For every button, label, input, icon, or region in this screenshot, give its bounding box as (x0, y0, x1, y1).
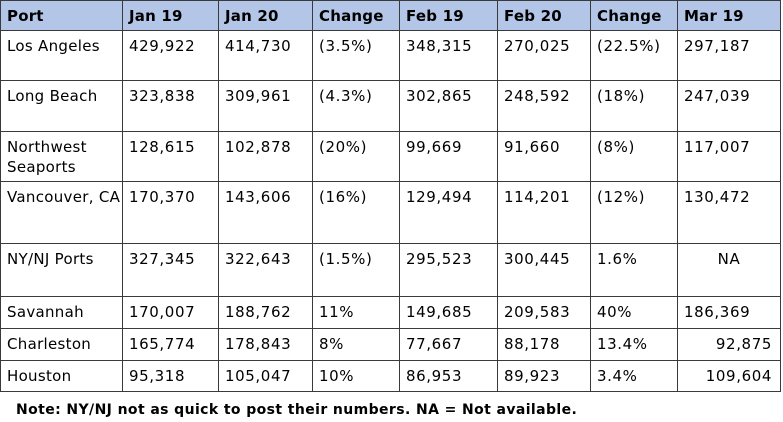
cell-jan-20: 105,047 (218, 360, 313, 392)
cell-feb-19: 295,523 (399, 243, 498, 297)
table-row: Charleston 165,774 178,843 8% 77,667 88,… (0, 328, 781, 361)
cell-feb-20: 248,592 (497, 80, 591, 132)
cell-change-feb: 13.4% (590, 328, 678, 361)
table-footnote: Note: NY/NJ not as quick to post their n… (16, 402, 578, 418)
cell-jan-19: 170,007 (122, 296, 219, 329)
header-feb-19: Feb 19 (399, 0, 498, 31)
cell-port: Charleston (0, 328, 123, 361)
table-row: Vancouver, CA 170,370 143,606 (16%) 129,… (0, 181, 781, 244)
cell-jan-19: 327,345 (122, 243, 219, 297)
cell-feb-20: 89,923 (497, 360, 591, 392)
table-row: Savannah 170,007 188,762 11% 149,685 209… (0, 296, 781, 329)
port-volume-table: Port Jan 19 Jan 20 Change Feb 19 Feb 20 … (0, 0, 781, 392)
cell-port: Northwest Seaports (0, 131, 123, 182)
table-row: Houston 95,318 105,047 10% 86,953 89,923… (0, 360, 781, 392)
table-row: Long Beach 323,838 309,961 (4.3%) 302,86… (0, 80, 781, 132)
cell-jan-19: 128,615 (122, 131, 219, 182)
cell-mar-19: 117,007 (677, 131, 781, 182)
cell-jan-20: 102,878 (218, 131, 313, 182)
cell-jan-19: 323,838 (122, 80, 219, 132)
cell-change-jan: (20%) (312, 131, 400, 182)
port-volume-table-container: Port Jan 19 Jan 20 Change Feb 19 Feb 20 … (0, 0, 781, 392)
cell-jan-20: 309,961 (218, 80, 313, 132)
header-feb-20: Feb 20 (497, 0, 591, 31)
cell-change-jan: (16%) (312, 181, 400, 244)
cell-feb-19: 302,865 (399, 80, 498, 132)
cell-feb-20: 88,178 (497, 328, 591, 361)
cell-port: Long Beach (0, 80, 123, 132)
cell-port: Los Angeles (0, 30, 123, 81)
cell-jan-19: 165,774 (122, 328, 219, 361)
cell-feb-19: 99,669 (399, 131, 498, 182)
cell-change-jan: 10% (312, 360, 400, 392)
cell-feb-20: 270,025 (497, 30, 591, 81)
cell-feb-20: 91,660 (497, 131, 591, 182)
cell-mar-19: 130,472 (677, 181, 781, 244)
cell-change-jan: 11% (312, 296, 400, 329)
cell-jan-19: 170,370 (122, 181, 219, 244)
cell-feb-19: 348,315 (399, 30, 498, 81)
cell-feb-19: 149,685 (399, 296, 498, 329)
cell-mar-19: 109,604 (677, 360, 781, 392)
cell-jan-20: 322,643 (218, 243, 313, 297)
header-change-jan: Change (312, 0, 400, 31)
cell-change-feb: (22.5%) (590, 30, 678, 81)
header-mar-19: Mar 19 (677, 0, 781, 31)
header-jan-20: Jan 20 (218, 0, 313, 31)
cell-jan-19: 429,922 (122, 30, 219, 81)
cell-mar-19: 186,369 (677, 296, 781, 329)
table-row: NY/NJ Ports 327,345 322,643 (1.5%) 295,5… (0, 243, 781, 297)
cell-change-jan: 8% (312, 328, 400, 361)
cell-mar-19: NA (677, 243, 781, 297)
cell-jan-20: 414,730 (218, 30, 313, 81)
table-row: Northwest Seaports 128,615 102,878 (20%)… (0, 131, 781, 182)
cell-port: Savannah (0, 296, 123, 329)
cell-change-feb: (12%) (590, 181, 678, 244)
cell-change-feb: (18%) (590, 80, 678, 132)
cell-change-feb: 3.4% (590, 360, 678, 392)
cell-port: Vancouver, CA (0, 181, 123, 244)
header-port: Port (0, 0, 123, 31)
cell-mar-19: 92,875 (677, 328, 781, 361)
cell-change-feb: 40% (590, 296, 678, 329)
cell-change-feb: (8%) (590, 131, 678, 182)
cell-feb-20: 300,445 (497, 243, 591, 297)
cell-jan-19: 95,318 (122, 360, 219, 392)
cell-port: NY/NJ Ports (0, 243, 123, 297)
table-row: Los Angeles 429,922 414,730 (3.5%) 348,3… (0, 30, 781, 81)
cell-feb-20: 114,201 (497, 181, 591, 244)
cell-jan-20: 188,762 (218, 296, 313, 329)
cell-feb-19: 129,494 (399, 181, 498, 244)
cell-feb-19: 77,667 (399, 328, 498, 361)
cell-mar-19: 297,187 (677, 30, 781, 81)
cell-change-feb: 1.6% (590, 243, 678, 297)
cell-change-jan: (1.5%) (312, 243, 400, 297)
cell-jan-20: 178,843 (218, 328, 313, 361)
header-change-feb: Change (590, 0, 678, 31)
cell-feb-20: 209,583 (497, 296, 591, 329)
cell-port: Houston (0, 360, 123, 392)
cell-change-jan: (4.3%) (312, 80, 400, 132)
header-row: Port Jan 19 Jan 20 Change Feb 19 Feb 20 … (0, 0, 781, 31)
cell-feb-19: 86,953 (399, 360, 498, 392)
cell-change-jan: (3.5%) (312, 30, 400, 81)
cell-mar-19: 247,039 (677, 80, 781, 132)
cell-jan-20: 143,606 (218, 181, 313, 244)
header-jan-19: Jan 19 (122, 0, 219, 31)
